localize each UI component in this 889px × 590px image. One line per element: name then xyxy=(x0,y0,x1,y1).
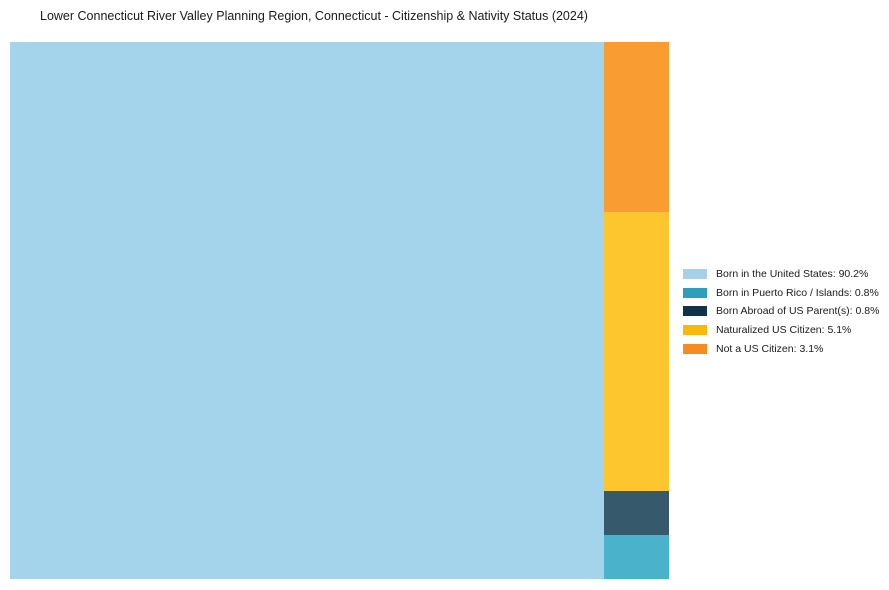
legend-item-not-a-us-citizen[interactable]: Not a US Citizen: 3.1% xyxy=(683,339,879,358)
treemap-column xyxy=(604,42,669,579)
treemap-tile-born-in-the-united-states[interactable] xyxy=(10,42,605,579)
legend-label-born-in-the-united-states: Born in the United States: 90.2% xyxy=(716,268,869,281)
legend: Born in the United States: 90.2% Born in … xyxy=(683,265,879,358)
legend-label-not-a-us-citizen: Not a US Citizen: 3.1% xyxy=(716,342,824,355)
treemap-tile-born-in-puerto-rico-islands[interactable] xyxy=(604,535,669,579)
legend-swatch-born-in-puerto-rico-islands xyxy=(683,287,707,298)
legend-label-born-abroad-of-us-parent-s: Born Abroad of US Parent(s): 0.8% xyxy=(716,305,880,318)
legend-swatch-born-abroad-of-us-parent-s xyxy=(683,306,707,317)
chart-title: Lower Connecticut River Valley Planning … xyxy=(40,9,588,23)
legend-item-born-in-the-united-states[interactable]: Born in the United States: 90.2% xyxy=(683,265,879,284)
legend-swatch-born-in-the-united-states xyxy=(683,269,707,280)
treemap-chart xyxy=(10,42,669,579)
legend-item-naturalized-us-citizen[interactable]: Naturalized US Citizen: 5.1% xyxy=(683,321,879,340)
legend-item-born-abroad-of-us-parent-s[interactable]: Born Abroad of US Parent(s): 0.8% xyxy=(683,302,879,321)
treemap-tile-naturalized-us-citizen[interactable] xyxy=(604,211,669,492)
treemap-tile-born-abroad-of-us-parent-s[interactable] xyxy=(604,491,669,536)
legend-swatch-naturalized-us-citizen xyxy=(683,325,707,336)
legend-label-born-in-puerto-rico-islands: Born in Puerto Rico / Islands: 0.8% xyxy=(716,286,879,299)
legend-swatch-not-a-us-citizen xyxy=(683,343,707,354)
legend-label-naturalized-us-citizen: Naturalized US Citizen: 5.1% xyxy=(716,324,852,337)
treemap-tile-not-a-us-citizen[interactable] xyxy=(604,42,669,212)
legend-item-born-in-puerto-rico-islands[interactable]: Born in Puerto Rico / Islands: 0.8% xyxy=(683,284,879,303)
